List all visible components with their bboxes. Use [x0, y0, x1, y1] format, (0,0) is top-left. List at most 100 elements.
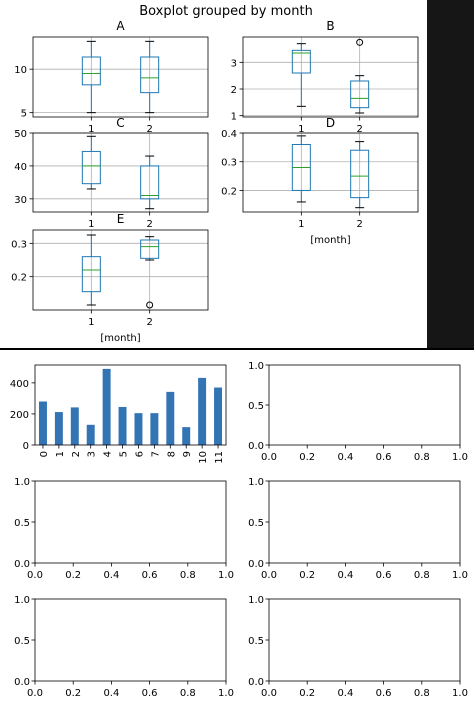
- y-tick-label: 3: [231, 58, 237, 69]
- y-tick-label: 2: [231, 85, 237, 96]
- x-tick-label: 0.0: [261, 452, 277, 463]
- y-tick-label: 200: [10, 410, 29, 421]
- x-tick-label: 0.6: [376, 452, 392, 463]
- x-tick-label: 0.2: [299, 570, 315, 581]
- x-tick-label: 0.8: [414, 452, 430, 463]
- y-tick-label: 50: [14, 129, 27, 140]
- x-tick-label: 8: [166, 451, 177, 457]
- x-tick-label: 7: [150, 451, 161, 457]
- figure-suptitle: Boxplot grouped by month: [139, 4, 313, 19]
- x-tick-label: 1: [55, 451, 66, 457]
- boxplot-figure: Boxplot grouped by month A 5 10 1 2 B 1 2 3 1 2 C 30…: [0, 0, 474, 348]
- y-tick-label: 0.2: [11, 273, 27, 284]
- y-tick-label: 5: [21, 109, 27, 120]
- axes-frame: [268, 598, 461, 682]
- bar-6: [134, 413, 143, 445]
- empty-axes-4: 0.0 0.5 1.0 0.0 0.2 0.4 0.6 0.8 1.0: [14, 595, 234, 699]
- bar-5: [118, 406, 127, 445]
- y-tick-label: 1.0: [248, 477, 264, 488]
- box-1: [291, 43, 311, 107]
- x-tick-label: 0.2: [65, 570, 81, 581]
- box-body: [81, 150, 101, 185]
- bar-7: [150, 413, 159, 445]
- y-tick-label: 0.0: [14, 677, 30, 688]
- y-tick-label: 0.5: [248, 636, 264, 647]
- bar-8: [166, 391, 175, 445]
- x-tick-label: 1.0: [452, 570, 468, 581]
- subplot-grid-figure: 0 200 400 0 1 2 3 4 5 6 7 8 9 10 11 0.0 0.5 1.0 0.0 0.2 0.4 0…: [0, 348, 474, 705]
- x-tick-label: 0.8: [414, 570, 430, 581]
- boxplot-panel-b: B 1 2 3 1 2: [231, 19, 419, 135]
- x-tick-label: 0.8: [180, 570, 196, 581]
- x-tick-label: 1.0: [452, 688, 468, 699]
- outlier-point: [356, 38, 364, 46]
- empty-axes-5: 0.0 0.5 1.0 0.0 0.2 0.4 0.6 0.8 1.0: [248, 595, 468, 699]
- x-tick-label: 0.0: [261, 688, 277, 699]
- boxplot-panel-d: D 0.2 0.3 0.4 1 2 [month]: [221, 116, 419, 246]
- y-tick-label: 10: [14, 65, 27, 76]
- box-2: [140, 155, 160, 210]
- axes-frame: [268, 364, 461, 446]
- x-tick-label: 0.0: [27, 570, 43, 581]
- box-1: [81, 135, 101, 190]
- bar-0: [38, 401, 47, 445]
- empty-axes-1: 0.0 0.5 1.0 0.0 0.2 0.4 0.6 0.8 1.0: [248, 361, 468, 463]
- x-tick-label: 0.8: [180, 688, 196, 699]
- box-2: [350, 141, 370, 209]
- axes-frame: [242, 132, 419, 213]
- x-tick-label: 0.6: [142, 688, 158, 699]
- x-tick-label: 0.6: [142, 570, 158, 581]
- x-tick-label: 1: [88, 219, 94, 230]
- x-tick-label: 1: [298, 219, 304, 230]
- x-tick-label: 0.4: [103, 570, 119, 581]
- x-tick-label: 0.0: [261, 570, 277, 581]
- box-2: [350, 38, 370, 114]
- x-tick-label: 1.0: [218, 688, 234, 699]
- y-tick-label: 0.4: [221, 129, 237, 140]
- x-tick-label: 4: [103, 451, 114, 457]
- y-tick-label: 1.0: [14, 595, 30, 606]
- x-tick-label: 0: [39, 451, 50, 457]
- y-tick-label: 1.0: [248, 595, 264, 606]
- y-tick-label: 0.5: [248, 518, 264, 529]
- y-tick-label: 0.0: [14, 559, 30, 570]
- x-tick-label: 0.4: [337, 452, 353, 463]
- axes-frame: [242, 36, 419, 118]
- x-tick-label: 9: [182, 451, 193, 457]
- y-tick-label: 0.0: [248, 559, 264, 570]
- y-tick-label: 0.0: [248, 677, 264, 688]
- x-tick-label: 11: [214, 451, 225, 464]
- x-tick-label: 2: [146, 124, 152, 135]
- x-tick-label: 0.4: [103, 688, 119, 699]
- panel-title: A: [116, 19, 125, 33]
- y-tick-label: 0.5: [248, 401, 264, 412]
- x-tick-label: 1.0: [218, 570, 234, 581]
- right-dark-strip: [427, 0, 474, 348]
- bar-1: [54, 412, 63, 445]
- x-tick-label: 0.0: [27, 688, 43, 699]
- x-tick-label: 2: [356, 219, 362, 230]
- y-tick-label: 400: [10, 379, 29, 390]
- x-tick-label: 10: [198, 451, 209, 464]
- x-tick-label: 2: [71, 451, 82, 457]
- x-tick-label: 0.6: [376, 688, 392, 699]
- x-tick-label: 1: [88, 124, 94, 135]
- x-tick-label: 2: [356, 124, 362, 135]
- panel-title: D: [326, 116, 335, 130]
- panel-title: B: [326, 19, 334, 33]
- box-1: [81, 234, 101, 306]
- boxplot-panel-a: A 5 10 1 2: [14, 19, 209, 135]
- y-tick-label: 1.0: [248, 361, 264, 372]
- box-1: [291, 135, 311, 203]
- axes-frame: [34, 480, 227, 564]
- bar-3: [86, 424, 95, 445]
- box-2: [140, 236, 160, 309]
- bar-2: [70, 407, 79, 445]
- y-tick-label: 1.0: [14, 477, 30, 488]
- axes-frame: [32, 229, 209, 311]
- x-tick-label: 1: [88, 317, 94, 328]
- box-2: [140, 40, 160, 114]
- box-body: [140, 239, 160, 259]
